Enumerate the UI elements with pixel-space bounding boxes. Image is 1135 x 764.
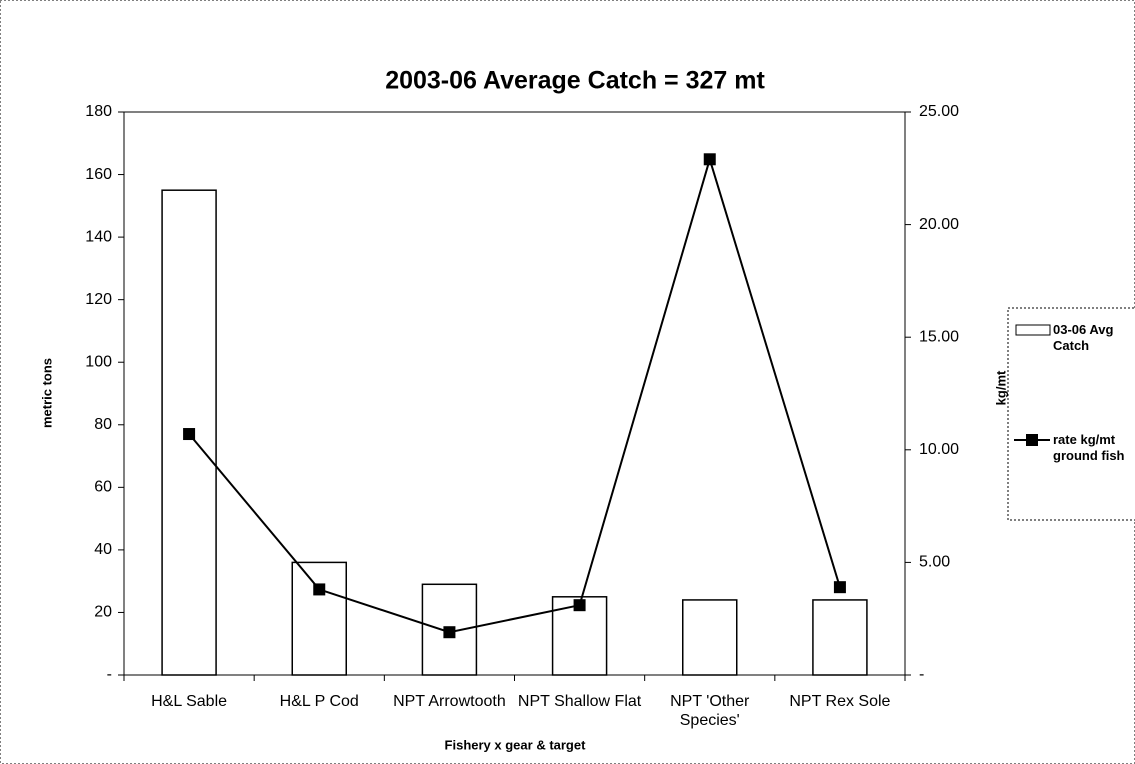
legend-label: rate kg/mt ground fish bbox=[1053, 432, 1125, 463]
line bbox=[188, 155, 841, 634]
x-tick-label: NPT Shallow Flat bbox=[517, 693, 642, 710]
y-axis-title: metric tons bbox=[39, 358, 54, 428]
y-tick-label: 120 bbox=[85, 291, 112, 308]
x-tick-label: H&L P Cod bbox=[279, 693, 359, 710]
legend-box bbox=[1007, 307, 1135, 521]
x-axis-title: Fishery x gear & target bbox=[445, 737, 587, 752]
y-tick-label: 100 bbox=[85, 353, 112, 370]
y-tick-label: 160 bbox=[85, 166, 112, 183]
y2-tick-label: 25.00 bbox=[919, 103, 959, 120]
x-tick-label: NPT 'Other Species' bbox=[670, 693, 750, 729]
legend-label: 03-06 Avg Catch bbox=[1053, 322, 1114, 353]
y-tick-label: 140 bbox=[85, 228, 112, 245]
bar bbox=[682, 599, 738, 676]
marker bbox=[313, 583, 326, 596]
plot-area bbox=[123, 111, 906, 676]
y2-axis-title: kg/mt bbox=[993, 370, 1008, 405]
y-tick-label: 20 bbox=[94, 604, 112, 621]
chart-title: 2003-06 Average Catch = 327 mt bbox=[385, 67, 765, 95]
marker bbox=[443, 626, 456, 639]
y-tick-label: 40 bbox=[94, 541, 112, 558]
bar bbox=[291, 561, 347, 676]
y-tick-label: 80 bbox=[94, 416, 112, 433]
bar bbox=[812, 599, 868, 676]
marker bbox=[703, 153, 716, 166]
x-tick-label: NPT Arrowtooth bbox=[393, 693, 506, 710]
y2-tick-label: - bbox=[919, 666, 924, 683]
x-tick-label: H&L Sable bbox=[151, 693, 228, 710]
marker bbox=[573, 599, 586, 612]
y2-tick-label: 15.00 bbox=[919, 328, 959, 345]
y-tick-label: - bbox=[107, 666, 112, 683]
marker bbox=[183, 428, 196, 441]
legend-swatch bbox=[1026, 434, 1038, 446]
y2-tick-label: 10.00 bbox=[919, 441, 959, 458]
y2-tick-label: 20.00 bbox=[919, 216, 959, 233]
legend-swatch bbox=[1015, 324, 1051, 336]
y-tick-label: 180 bbox=[85, 103, 112, 120]
marker bbox=[833, 581, 846, 594]
y-tick-label: 60 bbox=[94, 479, 112, 496]
x-tick-label: NPT Rex Sole bbox=[789, 693, 891, 710]
y2-tick-label: 5.00 bbox=[919, 554, 950, 571]
